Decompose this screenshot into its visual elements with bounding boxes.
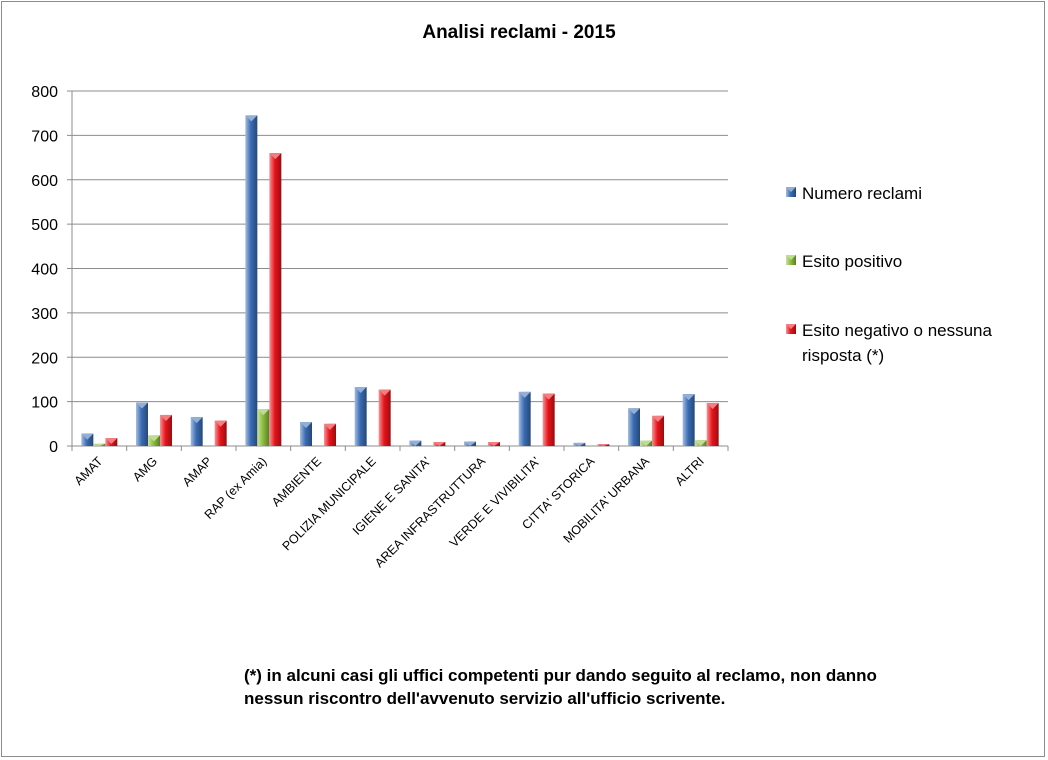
x-tick-label: AMAT bbox=[72, 454, 106, 488]
x-tick-label: AMBIENTE bbox=[269, 454, 324, 509]
legend-label: Esito positivo bbox=[802, 252, 902, 271]
bar-cap bbox=[148, 435, 160, 442]
bar bbox=[214, 420, 227, 446]
bar bbox=[257, 409, 270, 446]
bar bbox=[269, 153, 282, 446]
bar bbox=[518, 391, 531, 446]
y-tick-label: 300 bbox=[31, 306, 58, 323]
x-tick-label: POLIZIA MUNICIPALE bbox=[280, 454, 379, 553]
bar bbox=[378, 389, 391, 446]
y-tick-label: 700 bbox=[31, 128, 58, 145]
bar bbox=[136, 402, 148, 446]
footnote: (*) in alcuni casi gli uffici competenti… bbox=[244, 664, 944, 710]
y-tick-label: 500 bbox=[31, 217, 58, 234]
bar bbox=[682, 394, 695, 446]
y-tick-label: 800 bbox=[31, 84, 58, 101]
y-tick-label: 200 bbox=[31, 350, 58, 367]
bar-cap bbox=[573, 442, 586, 446]
bar bbox=[354, 386, 367, 446]
legend-label: risposta (*) bbox=[802, 346, 884, 365]
bar bbox=[190, 417, 203, 446]
bar bbox=[706, 402, 719, 446]
bar-cap bbox=[682, 394, 695, 401]
bar-cap bbox=[324, 423, 336, 430]
bar-cap bbox=[464, 441, 476, 446]
footnote-line-1: in alcuni casi gli uffici competenti pur… bbox=[261, 666, 877, 685]
bar-cap bbox=[257, 409, 270, 416]
bar-cap bbox=[597, 444, 610, 446]
bar-cap bbox=[269, 153, 282, 160]
bar bbox=[542, 393, 555, 446]
x-tick-label: AMG bbox=[130, 454, 160, 484]
bar bbox=[81, 433, 94, 446]
footnote-line-2: nessun riscontro dell'avvenuto servizio … bbox=[244, 689, 726, 708]
x-tick-label: AMAP bbox=[180, 454, 215, 489]
y-tick-label: 600 bbox=[31, 173, 58, 190]
legend-swatch-cap bbox=[786, 255, 796, 260]
bar-cap bbox=[433, 442, 446, 446]
bar-cap bbox=[694, 440, 707, 446]
bar-cap bbox=[93, 443, 106, 446]
y-tick-label: 100 bbox=[31, 395, 58, 412]
bar-cap bbox=[245, 115, 258, 122]
bar-cap bbox=[214, 420, 227, 427]
bar-cap bbox=[160, 414, 172, 421]
x-tick-label: VERDE E VIVIBILITA' bbox=[447, 454, 543, 550]
x-tick-label: ALTRI bbox=[672, 454, 706, 488]
y-tick-label: 400 bbox=[31, 262, 58, 279]
legend-label: Numero reclami bbox=[802, 184, 922, 203]
bar bbox=[628, 408, 640, 446]
bar-cap bbox=[542, 393, 555, 400]
bar-cap bbox=[518, 391, 531, 398]
y-tick-label: 0 bbox=[49, 439, 58, 456]
legend-swatch-cap bbox=[786, 324, 796, 329]
bar-cap bbox=[640, 440, 652, 446]
bar bbox=[160, 414, 172, 446]
bar-cap bbox=[706, 402, 719, 409]
bar-cap bbox=[300, 422, 312, 429]
bar-cap bbox=[354, 386, 367, 393]
chart-title: Analisi reclami - 2015 bbox=[422, 22, 616, 43]
footnote-marker: (*) bbox=[244, 666, 262, 685]
bar-cap bbox=[190, 417, 203, 424]
bar-cap bbox=[136, 402, 148, 409]
bar-cap bbox=[488, 442, 500, 446]
bar-cap bbox=[409, 440, 422, 446]
bar bbox=[324, 423, 336, 446]
bar-cap bbox=[652, 415, 664, 422]
legend-swatch-cap bbox=[786, 187, 796, 192]
x-tick-label: AREA INFRASTRUTTURA bbox=[372, 454, 488, 570]
bar bbox=[245, 115, 258, 446]
legend-label: Esito negativo o nessuna bbox=[802, 321, 993, 340]
bar bbox=[300, 422, 312, 446]
bar-cap bbox=[105, 438, 118, 445]
bar-cap bbox=[378, 389, 391, 396]
bar-cap bbox=[628, 408, 640, 415]
bar-cap bbox=[81, 433, 94, 440]
bar bbox=[652, 415, 664, 446]
